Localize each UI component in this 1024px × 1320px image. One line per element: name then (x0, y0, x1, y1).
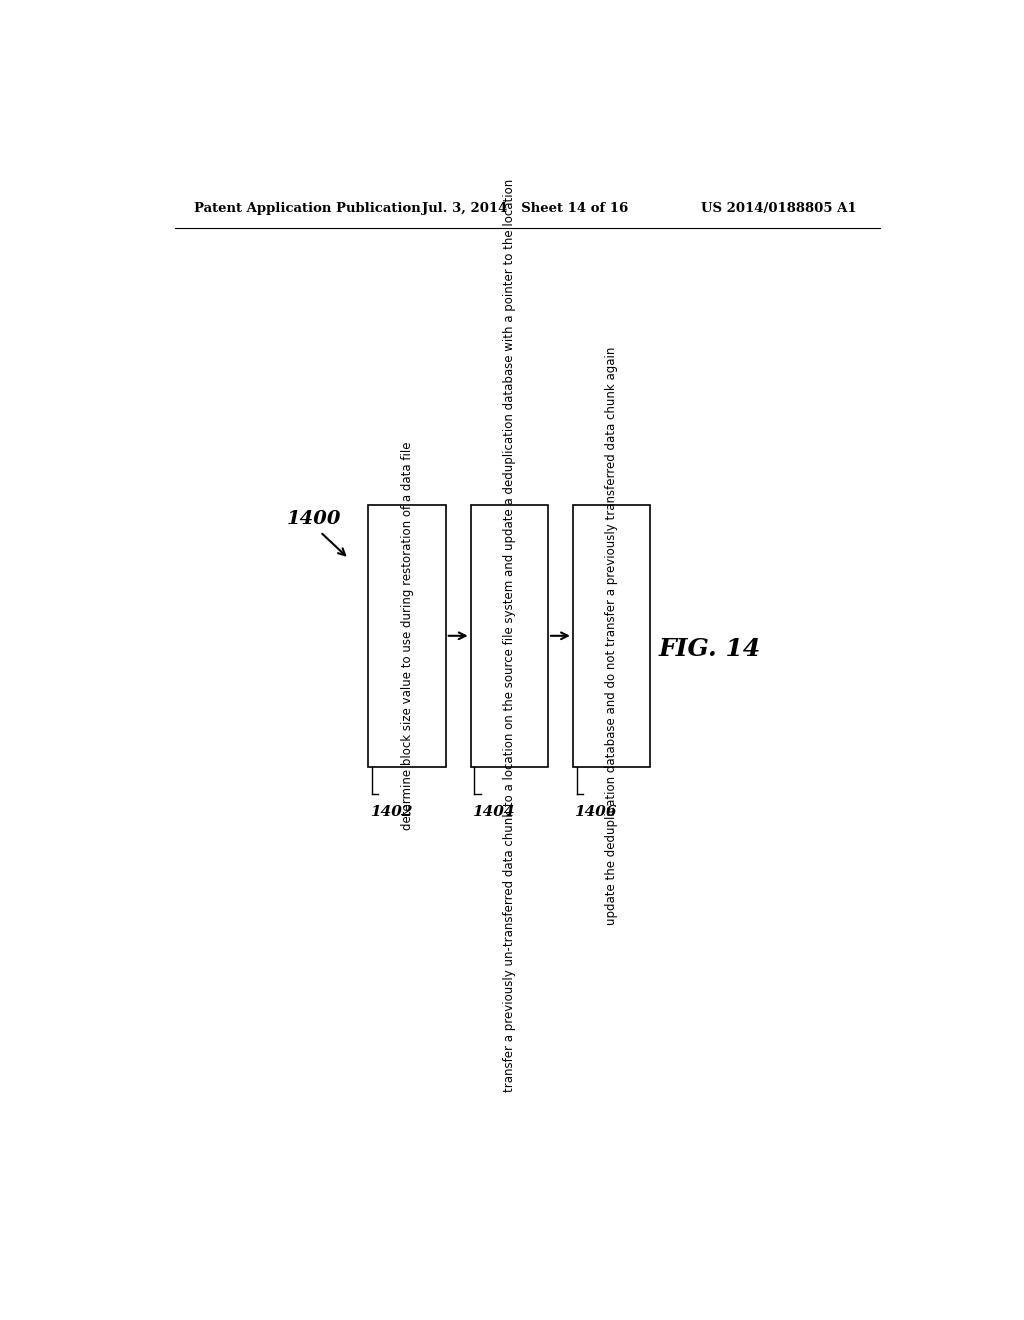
Text: Jul. 3, 2014   Sheet 14 of 16: Jul. 3, 2014 Sheet 14 of 16 (422, 202, 628, 215)
Bar (369, 506, 445, 767)
Text: FIG. 14: FIG. 14 (658, 636, 761, 661)
Text: US 2014/0188805 A1: US 2014/0188805 A1 (700, 202, 856, 215)
Text: transfer a previously un-transferred data chunk to a location on the source file: transfer a previously un-transferred dat… (503, 180, 516, 1093)
Text: 1406: 1406 (574, 805, 616, 820)
Text: update the deduplication database and do not transfer a previously transferred d: update the deduplication database and do… (605, 347, 618, 925)
Text: 1402: 1402 (370, 805, 413, 820)
Text: determine block size value to use during restoration of a data file: determine block size value to use during… (400, 442, 414, 830)
Bar (572, 506, 650, 767)
Bar (471, 506, 548, 767)
Text: 1400: 1400 (287, 510, 341, 528)
Text: 1404: 1404 (472, 805, 515, 820)
Text: Patent Application Publication: Patent Application Publication (194, 202, 421, 215)
